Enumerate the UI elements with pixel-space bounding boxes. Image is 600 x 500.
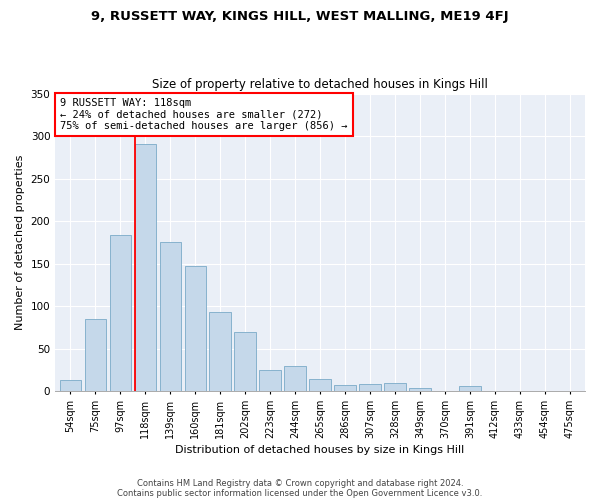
Bar — [460, 386, 481, 391]
Text: 9 RUSSETT WAY: 118sqm
← 24% of detached houses are smaller (272)
75% of semi-det: 9 RUSSETT WAY: 118sqm ← 24% of detached … — [61, 98, 348, 131]
Title: Size of property relative to detached houses in Kings Hill: Size of property relative to detached ho… — [152, 78, 488, 91]
Bar — [284, 366, 306, 391]
Bar — [185, 266, 206, 391]
Bar — [59, 380, 81, 391]
Bar — [160, 242, 181, 391]
Bar — [259, 370, 281, 391]
Text: Contains HM Land Registry data © Crown copyright and database right 2024.: Contains HM Land Registry data © Crown c… — [137, 478, 463, 488]
Bar — [209, 312, 231, 391]
Bar — [334, 385, 356, 391]
X-axis label: Distribution of detached houses by size in Kings Hill: Distribution of detached houses by size … — [175, 445, 465, 455]
Bar — [85, 319, 106, 391]
Bar — [235, 332, 256, 391]
Text: 9, RUSSETT WAY, KINGS HILL, WEST MALLING, ME19 4FJ: 9, RUSSETT WAY, KINGS HILL, WEST MALLING… — [91, 10, 509, 23]
Text: Contains public sector information licensed under the Open Government Licence v3: Contains public sector information licen… — [118, 488, 482, 498]
Bar — [310, 379, 331, 391]
Bar — [110, 234, 131, 391]
Bar — [385, 384, 406, 391]
Y-axis label: Number of detached properties: Number of detached properties — [15, 154, 25, 330]
Bar — [359, 384, 380, 391]
Bar — [409, 388, 431, 391]
Bar — [134, 144, 156, 391]
